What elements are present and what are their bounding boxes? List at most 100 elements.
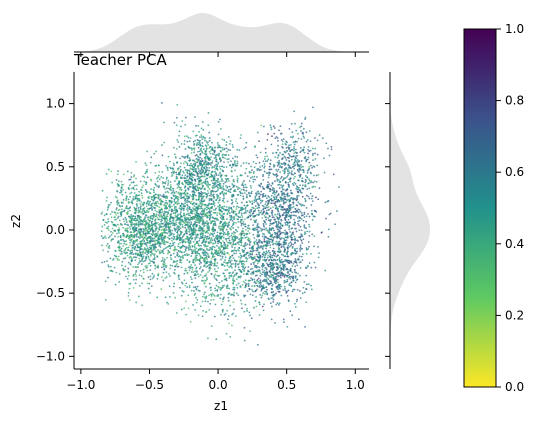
scatter-point — [269, 168, 272, 171]
scatter-point — [137, 220, 140, 223]
scatter-point — [160, 242, 162, 245]
scatter-point — [142, 260, 145, 263]
scatter-point — [184, 220, 187, 223]
scatter-point — [102, 219, 105, 221]
scatter-point — [153, 219, 156, 222]
scatter-point — [146, 209, 148, 212]
scatter-point — [151, 226, 154, 229]
scatter-point — [199, 212, 202, 215]
scatter-point — [203, 291, 206, 294]
scatter-point — [206, 253, 209, 255]
scatter-point — [244, 266, 247, 269]
scatter-point — [184, 177, 186, 180]
scatter-point — [252, 160, 255, 163]
scatter-point — [227, 154, 230, 156]
scatter-point — [266, 256, 269, 259]
scatter-point — [142, 221, 144, 224]
scatter-point — [180, 294, 183, 297]
scatter-point — [261, 217, 264, 219]
scatter-point — [269, 220, 271, 223]
scatter-point — [246, 238, 249, 241]
scatter-point — [105, 244, 108, 247]
scatter-point — [187, 249, 190, 251]
scatter-point — [127, 267, 130, 270]
scatter-point — [278, 258, 281, 261]
scatter-point — [243, 295, 246, 298]
scatter-point — [136, 217, 139, 219]
scatter-point — [261, 204, 264, 207]
scatter-point — [178, 226, 181, 228]
scatter-point — [252, 250, 254, 253]
scatter-point — [172, 172, 175, 174]
scatter-point — [299, 297, 302, 299]
scatter-point — [213, 186, 216, 189]
scatter-point — [215, 253, 218, 256]
scatter-point — [186, 135, 188, 138]
scatter-point — [151, 260, 154, 263]
scatter-point — [200, 134, 203, 137]
scatter-point — [174, 180, 176, 182]
scatter-point — [243, 339, 246, 342]
scatter-point — [114, 250, 117, 253]
scatter-point — [270, 229, 273, 232]
scatter-point — [127, 227, 129, 230]
scatter-point — [172, 252, 175, 255]
scatter-point — [241, 181, 244, 184]
scatter-point — [221, 264, 224, 267]
scatter-point — [128, 287, 131, 290]
scatter-point — [162, 195, 165, 197]
scatter-point — [239, 194, 242, 197]
scatter-point — [101, 189, 104, 192]
scatter-point — [132, 266, 135, 268]
scatter-point — [192, 240, 195, 243]
scatter-point — [308, 225, 311, 228]
scatter-point — [201, 204, 203, 206]
scatter-point — [256, 228, 259, 231]
scatter-point — [281, 179, 284, 182]
scatter-point — [107, 168, 110, 171]
scatter-point — [207, 183, 210, 185]
scatter-point — [186, 140, 189, 143]
scatter-point — [121, 264, 123, 267]
scatter-point — [128, 256, 131, 259]
scatter-point — [131, 249, 133, 252]
scatter-point — [209, 203, 212, 206]
scatter-point — [180, 259, 183, 261]
scatter-point — [312, 152, 314, 155]
scatter-point — [119, 253, 122, 255]
scatter-point — [202, 166, 205, 169]
scatter-point — [236, 177, 239, 180]
scatter-point — [250, 214, 253, 217]
scatter-point — [169, 247, 172, 250]
scatter-point — [177, 198, 180, 201]
scatter-point — [210, 241, 213, 244]
scatter-point — [216, 274, 219, 277]
scatter-point — [163, 260, 166, 263]
scatter-point — [196, 207, 199, 210]
scatter-point — [207, 163, 210, 165]
scatter-point — [119, 189, 122, 192]
scatter-point — [183, 180, 186, 182]
scatter-point — [207, 203, 210, 206]
scatter-point — [214, 217, 216, 220]
scatter-point — [103, 261, 106, 263]
scatter-point — [199, 273, 202, 276]
scatter-point — [167, 249, 170, 252]
scatter-point — [126, 195, 128, 198]
scatter-point — [264, 155, 266, 158]
scatter-point — [115, 213, 117, 216]
scatter-point — [189, 276, 192, 278]
scatter-point — [239, 286, 242, 289]
scatter-point — [255, 154, 258, 157]
scatter-point — [307, 152, 310, 155]
scatter-point — [209, 286, 212, 289]
scatter-point — [145, 181, 147, 184]
scatter-point — [215, 158, 218, 161]
scatter-point — [150, 156, 153, 159]
scatter-point — [181, 155, 184, 158]
scatter-point — [278, 230, 281, 233]
scatter-point — [219, 171, 222, 174]
scatter-point — [214, 252, 216, 255]
scatter-point — [166, 219, 169, 222]
scatter-point — [265, 259, 267, 262]
